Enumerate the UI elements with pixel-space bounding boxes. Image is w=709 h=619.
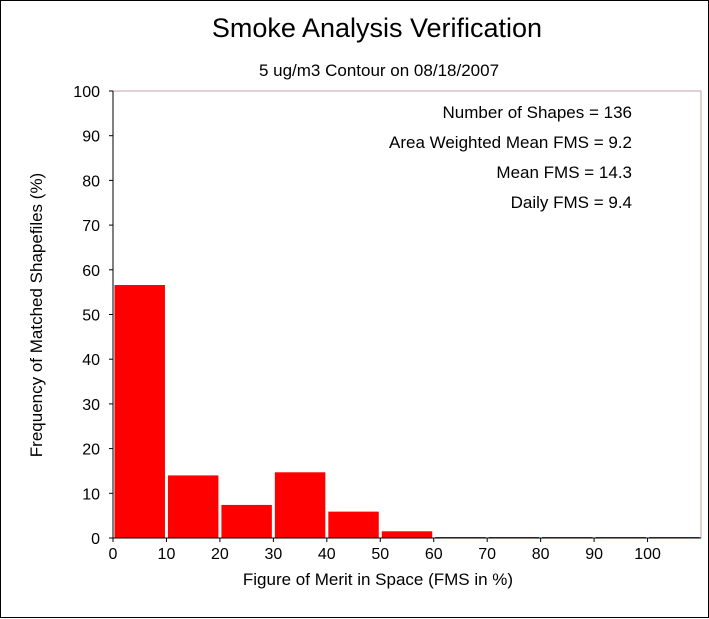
y-tick-label-7: 70 (82, 218, 100, 235)
x-tick-label-3: 30 (264, 546, 282, 563)
y-tick-label-3: 30 (82, 397, 100, 414)
y-tick-label-4: 40 (82, 352, 100, 369)
x-tick-label-1: 10 (158, 546, 176, 563)
histogram-bar-1 (167, 475, 219, 538)
stat-annotation-0: Number of Shapes = 136 (443, 103, 632, 122)
x-tick-label-4: 40 (318, 546, 336, 563)
x-tick-label-5: 50 (371, 546, 389, 563)
x-tick-label-6: 60 (425, 546, 443, 563)
chart-title: Smoke Analysis Verification (212, 13, 542, 43)
plot-border (112, 90, 702, 539)
histogram-bar-0 (114, 284, 165, 538)
chart-subtitle: 5 ug/m3 Contour on 08/18/2007 (259, 61, 499, 80)
y-tick-label-10: 100 (73, 84, 100, 101)
y-axis-label: Frequency of Matched Shapefiles (%) (27, 173, 46, 457)
y-tick-label-2: 20 (82, 442, 100, 459)
x-tick-label-8: 80 (532, 546, 550, 563)
plot-area: 0 10 20 30 40 50 60 70 80 90 100 0 10 20 30 40 50 60 70 80 9… (73, 84, 702, 563)
stat-annotation-3: Daily FMS = 9.4 (511, 193, 632, 212)
x-tick-label-10: 100 (634, 546, 661, 563)
x-tick-label-0: 0 (109, 546, 118, 563)
stat-annotation-2: Mean FMS = 14.3 (496, 163, 632, 182)
stat-annotation-1: Area Weighted Mean FMS = 9.2 (389, 133, 632, 152)
histogram-bar-2 (221, 504, 272, 538)
y-tick-label-1: 10 (82, 486, 100, 503)
x-axis-label: Figure of Merit in Space (FMS in %) (243, 570, 513, 589)
histogram-bar-3 (274, 472, 326, 538)
x-tick-label-2: 20 (211, 546, 229, 563)
y-tick-label-6: 60 (82, 263, 100, 280)
histogram-bar-5 (381, 531, 433, 538)
y-tick-label-8: 80 (82, 173, 100, 190)
y-tick-label-9: 90 (82, 129, 100, 146)
histogram-bar-4 (328, 511, 379, 538)
y-tick-label-0: 0 (91, 531, 100, 548)
y-tick-label-5: 50 (82, 308, 100, 325)
x-tick-label-9: 90 (585, 546, 603, 563)
x-tick-label-7: 70 (478, 546, 496, 563)
